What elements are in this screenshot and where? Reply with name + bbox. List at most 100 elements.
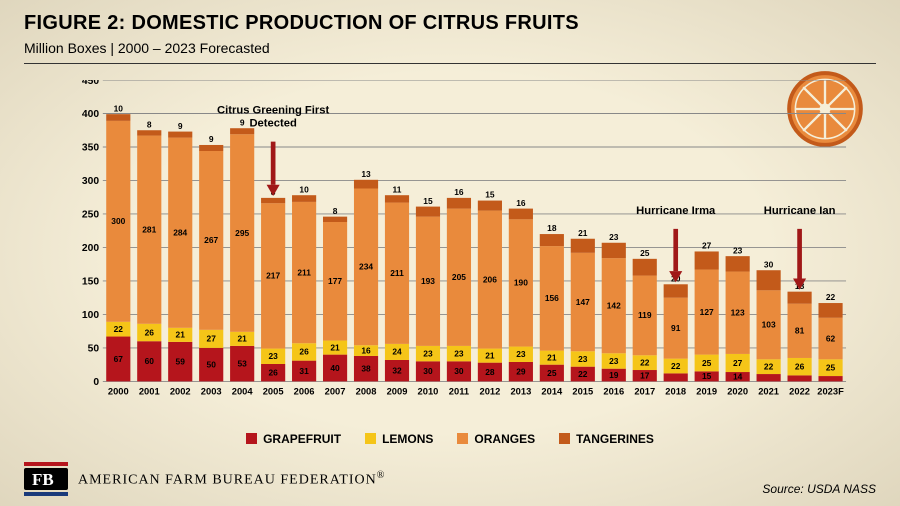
legend-swatch: [246, 433, 257, 444]
svg-text:200: 200: [82, 243, 99, 254]
bar-tangerines: [726, 256, 750, 271]
bar-grapefruit: [788, 375, 812, 381]
svg-text:2022: 2022: [789, 387, 810, 397]
svg-text:11: 11: [393, 184, 402, 194]
svg-text:19: 19: [609, 370, 619, 380]
svg-text:23: 23: [516, 349, 526, 359]
svg-text:2023F: 2023F: [817, 387, 844, 397]
svg-text:26: 26: [145, 327, 155, 337]
bar-tangerines: [354, 180, 378, 189]
svg-text:62: 62: [826, 333, 836, 343]
bar-tangerines: [664, 284, 688, 297]
svg-text:206: 206: [483, 274, 497, 284]
svg-text:21: 21: [485, 350, 495, 360]
svg-text:284: 284: [173, 228, 187, 238]
svg-text:22: 22: [114, 324, 124, 334]
svg-text:127: 127: [700, 307, 714, 317]
svg-text:2005: 2005: [263, 387, 284, 397]
fb-logo-icon: FB: [24, 462, 68, 496]
svg-text:267: 267: [204, 235, 218, 245]
svg-text:211: 211: [390, 268, 404, 278]
bar-tangerines: [416, 207, 440, 217]
svg-text:15: 15: [423, 196, 433, 206]
svg-text:400: 400: [82, 109, 99, 120]
svg-text:2001: 2001: [139, 387, 160, 397]
svg-text:2006: 2006: [294, 387, 315, 397]
svg-text:Hurricane Irma: Hurricane Irma: [636, 205, 716, 217]
svg-text:30: 30: [764, 259, 774, 269]
svg-text:2003: 2003: [201, 387, 222, 397]
svg-text:22: 22: [640, 357, 650, 367]
svg-text:10: 10: [114, 103, 124, 113]
source-text: Source: USDA NASS: [762, 482, 876, 496]
svg-text:2004: 2004: [232, 387, 254, 397]
svg-text:22: 22: [578, 369, 588, 379]
svg-text:25: 25: [547, 368, 557, 378]
svg-text:38: 38: [361, 363, 371, 373]
svg-text:2011: 2011: [449, 387, 469, 397]
svg-text:21: 21: [176, 330, 186, 340]
bar-tangerines: [757, 270, 781, 290]
svg-text:Citrus Greening First: Citrus Greening First: [217, 104, 329, 116]
svg-text:156: 156: [545, 293, 559, 303]
bar-tangerines: [447, 198, 471, 209]
svg-text:60: 60: [145, 356, 155, 366]
svg-text:2007: 2007: [325, 387, 346, 397]
svg-text:15: 15: [702, 371, 712, 381]
svg-text:40: 40: [330, 363, 340, 373]
svg-text:8: 8: [147, 119, 152, 129]
bar-tangerines: [261, 198, 285, 203]
svg-text:2020: 2020: [727, 387, 748, 397]
bar-tangerines: [818, 303, 842, 318]
svg-text:21: 21: [547, 352, 557, 362]
svg-text:26: 26: [299, 347, 309, 357]
svg-text:16: 16: [454, 187, 464, 197]
svg-text:32: 32: [392, 365, 402, 375]
svg-text:2013: 2013: [510, 387, 531, 397]
svg-text:2021: 2021: [758, 387, 779, 397]
svg-text:2016: 2016: [603, 387, 624, 397]
svg-text:2015: 2015: [572, 387, 593, 397]
svg-text:16: 16: [361, 345, 371, 355]
svg-text:2008: 2008: [356, 387, 377, 397]
svg-text:21: 21: [237, 334, 247, 344]
svg-text:30: 30: [454, 366, 464, 376]
svg-text:100: 100: [82, 310, 99, 321]
chart-svg: 0501001502002503003504004506722300102000…: [56, 80, 876, 402]
svg-text:14: 14: [733, 372, 743, 382]
legend: GRAPEFRUITLEMONSORANGESTANGERINES: [0, 432, 900, 446]
bar-tangerines: [509, 209, 533, 220]
svg-text:26: 26: [795, 361, 805, 371]
svg-text:22: 22: [826, 292, 836, 302]
title-rule: [24, 63, 876, 64]
figure-title: FIGURE 2: DOMESTIC PRODUCTION OF CITRUS …: [24, 12, 579, 35]
bar-tangerines: [478, 201, 502, 211]
svg-text:2017: 2017: [634, 387, 655, 397]
svg-text:450: 450: [82, 80, 99, 87]
svg-text:350: 350: [82, 143, 99, 154]
svg-text:281: 281: [142, 225, 156, 235]
svg-text:2000: 2000: [108, 387, 129, 397]
svg-text:23: 23: [609, 356, 619, 366]
svg-text:67: 67: [114, 354, 124, 364]
annotation-arrow: [793, 229, 806, 290]
svg-text:59: 59: [176, 356, 186, 366]
annotation-arrow: [267, 142, 280, 196]
bar-tangerines: [292, 195, 316, 202]
svg-text:123: 123: [731, 308, 745, 318]
svg-text:23: 23: [733, 245, 743, 255]
bar-tangerines: [323, 217, 347, 222]
bar-tangerines: [788, 292, 812, 304]
svg-text:23: 23: [578, 354, 588, 364]
svg-text:8: 8: [333, 206, 338, 216]
svg-text:193: 193: [421, 276, 435, 286]
svg-text:9: 9: [240, 117, 245, 127]
svg-text:250: 250: [82, 210, 99, 221]
svg-text:21: 21: [578, 228, 588, 238]
bar-tangerines: [168, 132, 192, 138]
svg-text:2019: 2019: [696, 387, 717, 397]
svg-text:23: 23: [454, 348, 464, 358]
svg-text:119: 119: [638, 310, 652, 320]
svg-text:147: 147: [576, 297, 590, 307]
svg-text:29: 29: [516, 367, 526, 377]
